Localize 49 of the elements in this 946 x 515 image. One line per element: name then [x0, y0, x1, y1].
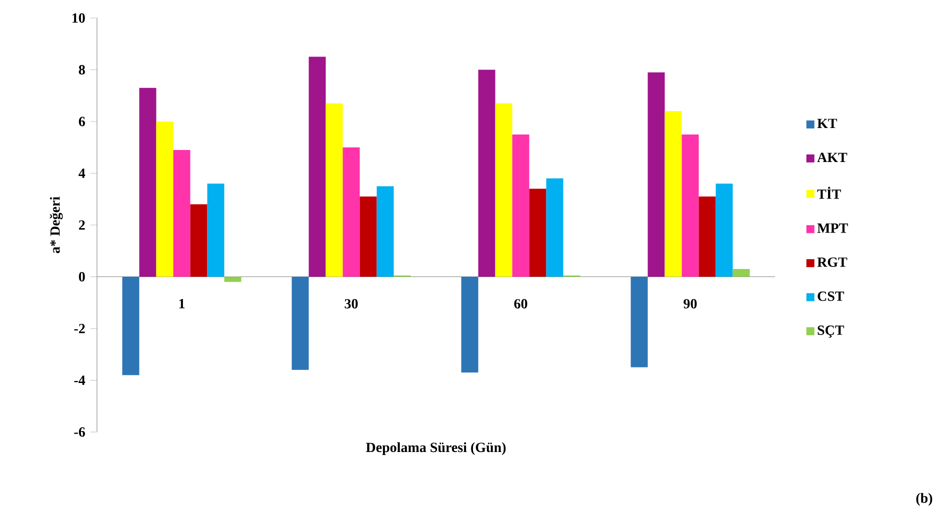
y-tick-label: 4	[78, 168, 86, 178]
bar	[529, 188, 546, 277]
bar	[292, 276, 309, 370]
legend-label: SÇT	[818, 326, 844, 338]
text: (b)	[916, 493, 932, 506]
legend-label: RGT	[817, 257, 848, 267]
bar	[478, 70, 496, 277]
bar	[716, 184, 733, 277]
legend-label: AKT	[817, 152, 848, 162]
bar	[376, 186, 394, 277]
bar	[664, 111, 682, 277]
bar	[308, 56, 326, 277]
bar	[190, 204, 208, 277]
bar	[682, 134, 699, 277]
legend-label: KT	[817, 118, 838, 128]
y-tick-label: 6	[78, 116, 85, 126]
x-tick-label: 30	[344, 299, 358, 308]
legend-label: TİT	[817, 186, 841, 199]
bar	[461, 276, 478, 372]
bar	[546, 178, 564, 277]
bar	[630, 276, 648, 368]
bar	[122, 276, 140, 376]
x-tick-label: 1	[179, 299, 185, 308]
bar	[495, 103, 512, 277]
x-tick-label: 60	[514, 299, 528, 308]
y-tick-label: 10	[72, 13, 85, 23]
bar	[139, 88, 156, 277]
bar	[207, 184, 224, 277]
y-tick-label: 8	[78, 65, 85, 74]
y-tick-label: -2	[74, 324, 85, 334]
bar	[326, 103, 343, 277]
legend-label: CST	[818, 292, 844, 301]
y-tick-label: -4	[74, 376, 86, 385]
y-tick-label: 2	[78, 220, 85, 230]
bar	[698, 196, 716, 277]
bar	[732, 268, 750, 277]
legend-label: MPT	[817, 224, 848, 233]
bar	[648, 72, 665, 277]
y-tick-label: 0	[78, 272, 85, 282]
x-axis-title: Depolama Süresi (Gün)	[366, 442, 506, 455]
bar	[360, 196, 377, 277]
y-tick-label: -6	[74, 427, 85, 437]
x-tick-label: 90	[684, 299, 697, 308]
bar	[224, 276, 242, 282]
bar	[512, 134, 530, 277]
bar	[156, 122, 174, 277]
bar	[342, 147, 360, 277]
y-axis-title: a* Değeri	[50, 196, 63, 254]
bar	[173, 150, 190, 277]
